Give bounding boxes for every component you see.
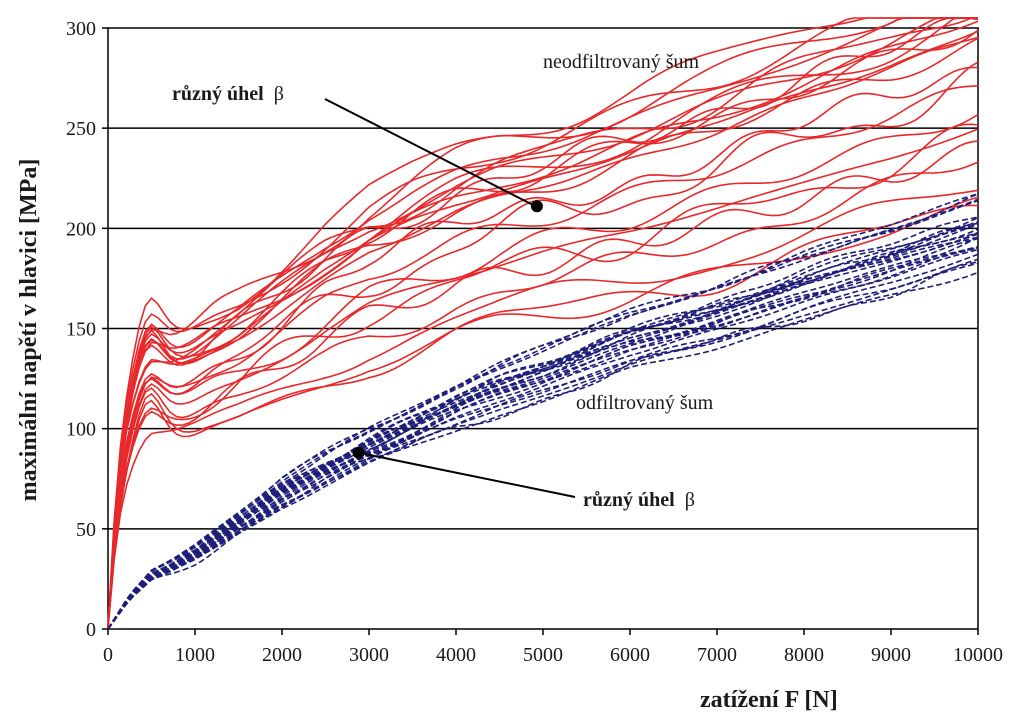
annotation-label-top-text: různý úhel (172, 83, 264, 105)
blue-curve-23 (107, 236, 979, 630)
label-unfiltered-noise: neodfiltrovaný šum (543, 51, 700, 73)
annotation-label-bottom: různý úhel β (583, 489, 695, 511)
y-tick-label-50: 50 (76, 519, 96, 541)
annotation-point-bottom (352, 446, 365, 459)
blue-curve-6 (107, 246, 979, 630)
beta-symbol-bottom: β (685, 489, 695, 511)
label-filtered-noise: odfiltrovaný šum (576, 392, 714, 414)
red-curve-14 (107, 17, 978, 628)
red-curve-21 (107, 20, 979, 628)
x-tick-label-3000: 3000 (349, 644, 389, 666)
blue-curve-25 (107, 262, 979, 630)
annotation-label-top: různý úhel β (172, 83, 284, 105)
blue-curve-8 (107, 271, 979, 630)
red-curve-11 (107, 17, 978, 628)
y-tick-label-0: 0 (86, 619, 96, 641)
y-axis: 0 50 100 150 200 250 300 (66, 18, 108, 641)
red-curves-group (107, 17, 979, 629)
red-curve-22 (107, 123, 979, 629)
x-tick-label-4000: 4000 (436, 644, 476, 666)
red-curve-8 (107, 161, 979, 628)
x-tick-label-7000: 7000 (697, 644, 737, 666)
x-axis-title: zatížení F [N] (700, 687, 838, 713)
x-tick-label-0: 0 (103, 644, 113, 666)
red-curve-10 (107, 140, 979, 629)
x-tick-label-5000: 5000 (523, 644, 563, 666)
red-curve-15 (107, 17, 979, 628)
red-curve-2 (107, 17, 978, 628)
annotation-leader-bottom (359, 452, 576, 498)
y-axis-title: maximální napětí v hlavici [MPa] (16, 159, 42, 502)
red-curve-24 (107, 29, 979, 627)
blue-curve-12 (107, 232, 979, 630)
x-tick-label-6000: 6000 (610, 644, 650, 666)
x-tick-label-2000: 2000 (262, 644, 302, 666)
red-curve-5 (107, 66, 979, 628)
red-curve-9 (107, 17, 978, 628)
y-tick-label-100: 100 (66, 419, 96, 441)
y-tick-label-300: 300 (66, 18, 96, 40)
blue-curve-24 (107, 246, 979, 630)
y-tick-label-250: 250 (66, 118, 96, 140)
blue-curve-16 (107, 261, 979, 630)
blue-curve-26 (107, 258, 979, 630)
annotation-leader-top (324, 98, 538, 208)
blue-curve-17 (107, 193, 979, 630)
red-curve-17 (107, 61, 979, 629)
blue-curves-group (107, 193, 979, 630)
blue-curve-21 (107, 236, 979, 630)
blue-curve-14 (107, 199, 979, 630)
x-tick-label-10000: 10000 (953, 644, 1003, 666)
y-tick-label-150: 150 (66, 319, 96, 341)
x-tick-label-8000: 8000 (784, 644, 824, 666)
red-curve-3 (107, 17, 978, 628)
x-axis: 0 1000 2000 3000 4000 5000 6000 7000 8000 9000 100… (103, 629, 1003, 666)
x-tick-label-1000: 1000 (175, 644, 215, 666)
y-tick-label-200: 200 (66, 218, 96, 240)
beta-symbol-top: β (274, 83, 284, 105)
blue-curve-2 (107, 193, 979, 630)
red-curve-1 (107, 128, 979, 628)
blue-curve-20 (107, 253, 979, 630)
annotation-label-bottom-text: různý úhel (583, 489, 675, 511)
red-curve-12 (107, 37, 979, 628)
red-curve-20 (107, 204, 979, 627)
blue-curve-10 (107, 231, 979, 630)
red-curve-7 (107, 113, 979, 628)
red-curve-6 (107, 17, 978, 629)
red-curve-16 (107, 36, 979, 629)
red-curve-13 (107, 17, 978, 628)
red-curve-18 (107, 189, 979, 629)
x-tick-label-9000: 9000 (871, 644, 911, 666)
annotation-point-top (530, 200, 543, 213)
blue-curve-1 (107, 246, 979, 630)
